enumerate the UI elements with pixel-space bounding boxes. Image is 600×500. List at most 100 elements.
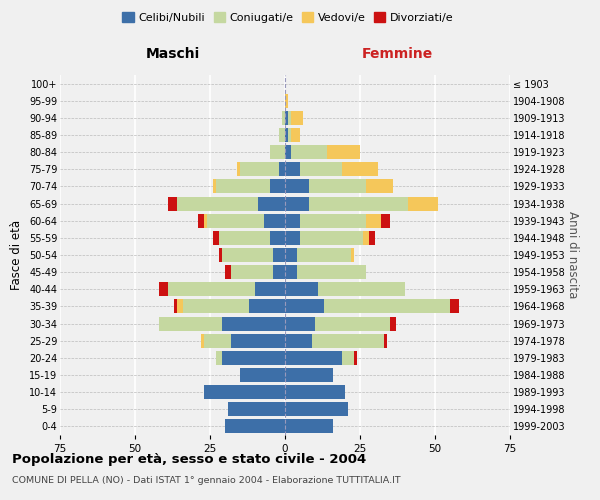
Bar <box>249 300 285 314</box>
Bar <box>291 128 300 142</box>
Bar <box>279 162 285 176</box>
Bar <box>285 300 324 314</box>
Bar <box>300 162 342 176</box>
Bar <box>222 351 285 365</box>
Text: Maschi: Maschi <box>145 48 200 62</box>
Bar <box>351 248 354 262</box>
Bar <box>225 265 231 279</box>
Bar <box>297 265 366 279</box>
Bar <box>216 180 270 194</box>
Bar <box>168 282 255 296</box>
Bar <box>285 248 297 262</box>
Bar <box>159 316 222 330</box>
Bar <box>231 334 285 347</box>
Bar <box>279 128 285 142</box>
Bar <box>201 334 204 347</box>
Bar <box>369 231 375 245</box>
Bar <box>204 385 285 399</box>
Bar <box>222 248 273 262</box>
Bar <box>264 214 285 228</box>
Bar <box>273 265 285 279</box>
Bar <box>285 94 288 108</box>
Bar <box>222 316 285 330</box>
Bar <box>204 214 207 228</box>
Bar <box>381 214 390 228</box>
Bar <box>300 231 363 245</box>
Bar <box>225 420 285 434</box>
Bar <box>258 196 285 210</box>
Text: COMUNE DI PELLA (NO) - Dati ISTAT 1° gennaio 2004 - Elaborazione TUTTITALIA.IT: COMUNE DI PELLA (NO) - Dati ISTAT 1° gen… <box>12 476 401 485</box>
Y-axis label: Fasce di età: Fasce di età <box>10 220 23 290</box>
Bar <box>240 368 285 382</box>
Bar <box>183 300 249 314</box>
Bar <box>285 265 297 279</box>
Bar <box>159 282 168 296</box>
Bar <box>318 282 405 296</box>
Bar <box>366 214 381 228</box>
Bar <box>300 214 366 228</box>
Bar <box>285 385 345 399</box>
Bar <box>213 180 216 194</box>
Bar <box>288 111 291 125</box>
Bar <box>285 128 288 142</box>
Bar <box>285 351 342 365</box>
Bar <box>285 402 348 416</box>
Bar <box>315 316 390 330</box>
Bar <box>285 111 288 125</box>
Bar <box>324 300 450 314</box>
Bar <box>270 145 285 159</box>
Bar <box>309 180 366 194</box>
Bar <box>240 162 279 176</box>
Bar <box>327 145 360 159</box>
Bar <box>408 196 438 210</box>
Bar <box>204 334 231 347</box>
Bar <box>270 231 285 245</box>
Bar <box>198 214 204 228</box>
Bar <box>174 300 177 314</box>
Bar <box>168 196 177 210</box>
Bar <box>213 231 219 245</box>
Bar <box>255 282 285 296</box>
Bar <box>312 334 384 347</box>
Bar <box>216 351 222 365</box>
Bar <box>285 420 333 434</box>
Bar <box>285 368 333 382</box>
Legend: Celibi/Nubili, Coniugati/e, Vedovi/e, Divorziati/e: Celibi/Nubili, Coniugati/e, Vedovi/e, Di… <box>118 8 458 28</box>
Bar <box>207 214 264 228</box>
Bar <box>384 334 387 347</box>
Y-axis label: Anni di nascita: Anni di nascita <box>566 212 580 298</box>
Bar <box>297 248 351 262</box>
Bar <box>450 300 459 314</box>
Bar <box>354 351 357 365</box>
Bar <box>285 162 300 176</box>
Bar <box>285 214 300 228</box>
Bar <box>288 128 291 142</box>
Bar <box>237 162 240 176</box>
Bar <box>270 180 285 194</box>
Bar <box>282 111 285 125</box>
Bar <box>366 180 393 194</box>
Bar <box>273 248 285 262</box>
Bar <box>285 282 318 296</box>
Bar <box>228 402 285 416</box>
Bar <box>342 162 378 176</box>
Bar <box>363 231 369 245</box>
Bar <box>219 231 270 245</box>
Bar <box>285 316 315 330</box>
Bar <box>177 300 183 314</box>
Bar <box>285 231 300 245</box>
Bar <box>342 351 354 365</box>
Bar <box>291 111 303 125</box>
Bar <box>285 196 309 210</box>
Bar <box>285 145 291 159</box>
Bar <box>177 196 258 210</box>
Bar <box>285 334 312 347</box>
Text: Popolazione per età, sesso e stato civile - 2004: Popolazione per età, sesso e stato civil… <box>12 452 366 466</box>
Bar <box>309 196 408 210</box>
Text: Femmine: Femmine <box>362 48 433 62</box>
Bar <box>285 180 309 194</box>
Bar <box>219 248 222 262</box>
Bar <box>231 265 273 279</box>
Bar <box>291 145 327 159</box>
Bar <box>390 316 396 330</box>
